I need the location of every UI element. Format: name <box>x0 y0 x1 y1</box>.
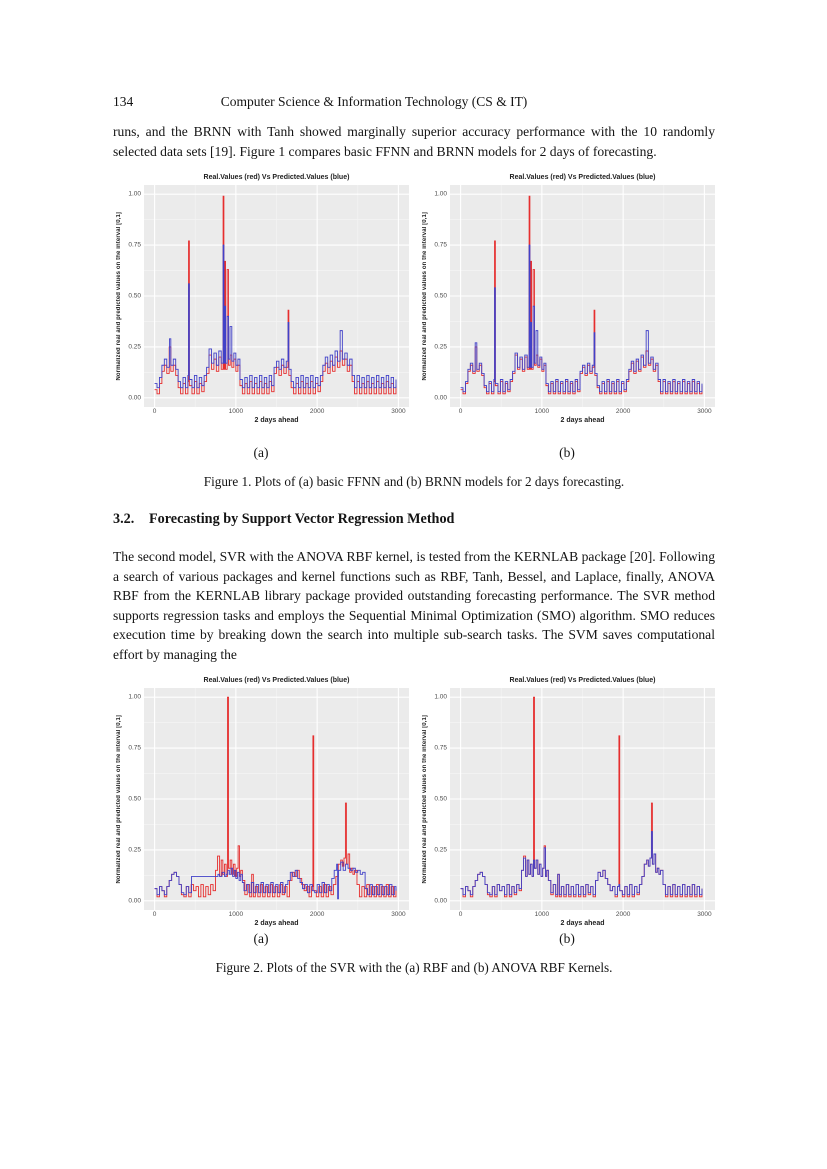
body-paragraph-2: The second model, SVR with the ANOVA RBF… <box>113 549 715 662</box>
predicted-valuesline <box>155 245 396 388</box>
x-tick-label: 0 <box>458 911 463 918</box>
predicted-valuesline <box>461 832 702 895</box>
x-axis-ticks: 0 1000 2000 3000 <box>144 407 409 416</box>
x-tick-label: 3000 <box>697 408 712 415</box>
x-tick-label: 2000 <box>615 408 631 415</box>
y-axis-label: Normalized real and predicted values on … <box>115 211 122 381</box>
figure1-chart-a: Real.Values (red) Vs Predicted.Values (b… <box>113 174 409 424</box>
body-paragraph-1: runs, and the BRNN with Tanh showed marg… <box>113 124 715 159</box>
x-axis-label: 2 days ahead <box>560 920 605 927</box>
y-tick-label: 0.50 <box>128 292 141 300</box>
section-title: Forecasting by Support Vector Regression… <box>149 511 455 527</box>
predicted-valuesline <box>155 862 396 899</box>
figure1-sublabel-b: (b) <box>559 445 575 460</box>
section-number: 3.2. <box>113 511 135 527</box>
figure2-sublabel-b: (b) <box>559 931 575 946</box>
y-axis-ticks: 0.00 0.25 0.50 0.75 1.00 <box>124 185 144 407</box>
plot-area <box>144 185 409 407</box>
y-axis-label: Normalized real and predicted values on … <box>421 211 428 381</box>
chart-body: Normalized real and predicted values on … <box>419 185 715 407</box>
y-axis-label: Normalized real and predicted values on … <box>421 714 428 884</box>
chart-body: Normalized real and predicted values on … <box>419 688 715 910</box>
y-tick-label: 0.50 <box>434 292 447 300</box>
real-valuesline <box>155 196 396 394</box>
figure1-sublabels: (a) (b) <box>113 445 715 461</box>
chart-title: Real.Values (red) Vs Predicted.Values (b… <box>509 174 656 181</box>
chart-title: Real.Values (red) Vs Predicted.Values (b… <box>203 677 350 684</box>
x-tick-label: 3000 <box>697 911 712 918</box>
y-tick-label: 0.75 <box>128 744 141 752</box>
chart-title: Real.Values (red) Vs Predicted.Values (b… <box>509 677 656 684</box>
y-tick-label: 0.00 <box>434 897 447 905</box>
chart-body: Normalized real and predicted values on … <box>113 688 409 910</box>
x-tick-label: 0 <box>458 408 463 415</box>
figure2-chart-b: Real.Values (red) Vs Predicted.Values (b… <box>419 677 715 927</box>
y-tick-label: 1.00 <box>128 693 141 701</box>
running-header: 134 Computer Science & Information Techn… <box>113 94 715 112</box>
plot-area <box>144 688 409 910</box>
x-tick-label: 1000 <box>534 911 550 918</box>
x-tick-label: 1000 <box>228 911 244 918</box>
y-tick-label: 0.25 <box>434 343 447 351</box>
y-axis-ticks: 0.00 0.25 0.50 0.75 1.00 <box>430 185 450 407</box>
x-tick-label: 0 <box>152 911 157 918</box>
chart-body: Normalized real and predicted values on … <box>113 185 409 407</box>
y-tick-label: 0.00 <box>128 897 141 905</box>
figure2-chart-a: Real.Values (red) Vs Predicted.Values (b… <box>113 677 409 927</box>
page-content: 134 Computer Science & Information Techn… <box>113 94 715 976</box>
figure1-caption: Figure 1. Plots of (a) basic FFNN and (b… <box>203 474 625 489</box>
x-tick-label: 3000 <box>391 408 406 415</box>
x-tick-label: 1000 <box>228 408 244 415</box>
real-valuesline <box>461 196 702 394</box>
figure-2: Real.Values (red) Vs Predicted.Values (b… <box>113 677 715 976</box>
plot-area <box>450 185 715 407</box>
y-tick-label: 0.25 <box>434 846 447 854</box>
chart-title: Real.Values (red) Vs Predicted.Values (b… <box>203 174 350 181</box>
x-axis-ticks: 0 1000 2000 3000 <box>144 910 409 919</box>
y-tick-label: 0.75 <box>434 241 447 249</box>
real-valuesline <box>461 697 702 897</box>
y-tick-label: 1.00 <box>128 190 141 198</box>
y-axis-label: Normalized real and predicted values on … <box>115 714 122 884</box>
x-tick-label: 1000 <box>534 408 550 415</box>
figure1-sublabel-a: (a) <box>253 445 269 460</box>
x-tick-label: 2000 <box>309 911 325 918</box>
y-axis-ticks: 0.00 0.25 0.50 0.75 1.00 <box>430 688 450 910</box>
x-tick-label: 3000 <box>391 911 406 918</box>
y-tick-label: 0.50 <box>128 795 141 803</box>
plot-area <box>450 688 715 910</box>
figure-1: Real.Values (red) Vs Predicted.Values (b… <box>113 174 715 490</box>
y-tick-label: 0.25 <box>128 343 141 351</box>
y-axis-ticks: 0.00 0.25 0.50 0.75 1.00 <box>124 688 144 910</box>
figure2-sublabel-a: (a) <box>253 931 269 946</box>
figure1-chart-row: Real.Values (red) Vs Predicted.Values (b… <box>113 174 715 424</box>
y-tick-label: 0.25 <box>128 846 141 854</box>
x-axis-label: 2 days ahead <box>254 417 299 424</box>
y-tick-label: 0.00 <box>434 394 447 402</box>
section-heading: 3.2. Forecasting by Support Vector Regre… <box>113 511 715 528</box>
predicted-valuesline <box>461 245 702 392</box>
figure2-caption: Figure 2. Plots of the SVR with the (a) … <box>215 960 613 975</box>
page-number: 134 <box>113 94 134 109</box>
y-tick-label: 0.50 <box>434 795 447 803</box>
figure2-chart-row: Real.Values (red) Vs Predicted.Values (b… <box>113 677 715 927</box>
figure2-sublabels: (a) (b) <box>113 931 715 947</box>
y-tick-label: 1.00 <box>434 693 447 701</box>
x-axis-ticks: 0 1000 2000 3000 <box>450 910 715 919</box>
y-tick-label: 0.00 <box>128 394 141 402</box>
journal-header: Computer Science & Information Technolog… <box>220 94 528 109</box>
x-axis-label: 2 days ahead <box>560 417 605 424</box>
real-valuesline <box>155 697 396 897</box>
y-tick-label: 0.75 <box>434 744 447 752</box>
y-tick-label: 1.00 <box>434 190 447 198</box>
x-tick-label: 0 <box>152 408 157 415</box>
y-tick-label: 0.75 <box>128 241 141 249</box>
x-axis-label: 2 days ahead <box>254 920 299 927</box>
x-tick-label: 2000 <box>309 408 325 415</box>
x-axis-ticks: 0 1000 2000 3000 <box>450 407 715 416</box>
x-tick-label: 2000 <box>615 911 631 918</box>
figure1-chart-b: Real.Values (red) Vs Predicted.Values (b… <box>419 174 715 424</box>
